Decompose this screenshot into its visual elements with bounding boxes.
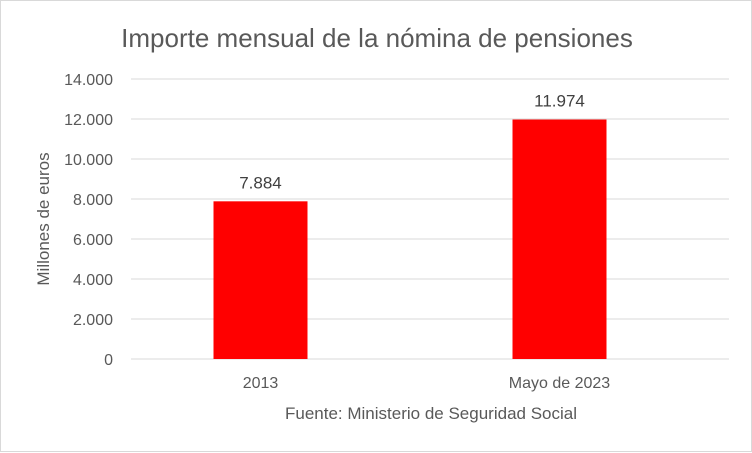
y-tick-label: 0	[104, 352, 113, 369]
y-tick-label: 12.000	[64, 112, 113, 129]
bar	[512, 119, 607, 360]
bar	[213, 201, 308, 359]
y-axis-ticks: 0 2.000 4.000 6.000 8.000 10.000 12.000 14.000	[64, 72, 113, 369]
chart-title: Importe mensual de la nómina de pensione…	[121, 23, 633, 53]
y-tick-label: 10.000	[64, 152, 113, 169]
x-axis-ticks: 2013 Mayo de 2023	[243, 375, 611, 392]
x-axis-label: Fuente: Ministerio de Seguridad Social	[285, 404, 577, 423]
x-tick-label: Mayo de 2023	[509, 375, 611, 392]
y-tick-label: 14.000	[64, 72, 113, 89]
x-tick-label: 2013	[243, 375, 279, 392]
y-tick-label: 6.000	[73, 232, 113, 249]
data-label: 7.884	[239, 173, 282, 192]
y-tick-label: 4.000	[73, 272, 113, 289]
y-tick-label: 2.000	[73, 312, 113, 329]
y-tick-label: 8.000	[73, 192, 113, 209]
y-axis-label: Millones de euros	[34, 152, 53, 285]
bars: 7.884 11.974	[213, 92, 607, 360]
data-label: 11.974	[534, 92, 585, 111]
